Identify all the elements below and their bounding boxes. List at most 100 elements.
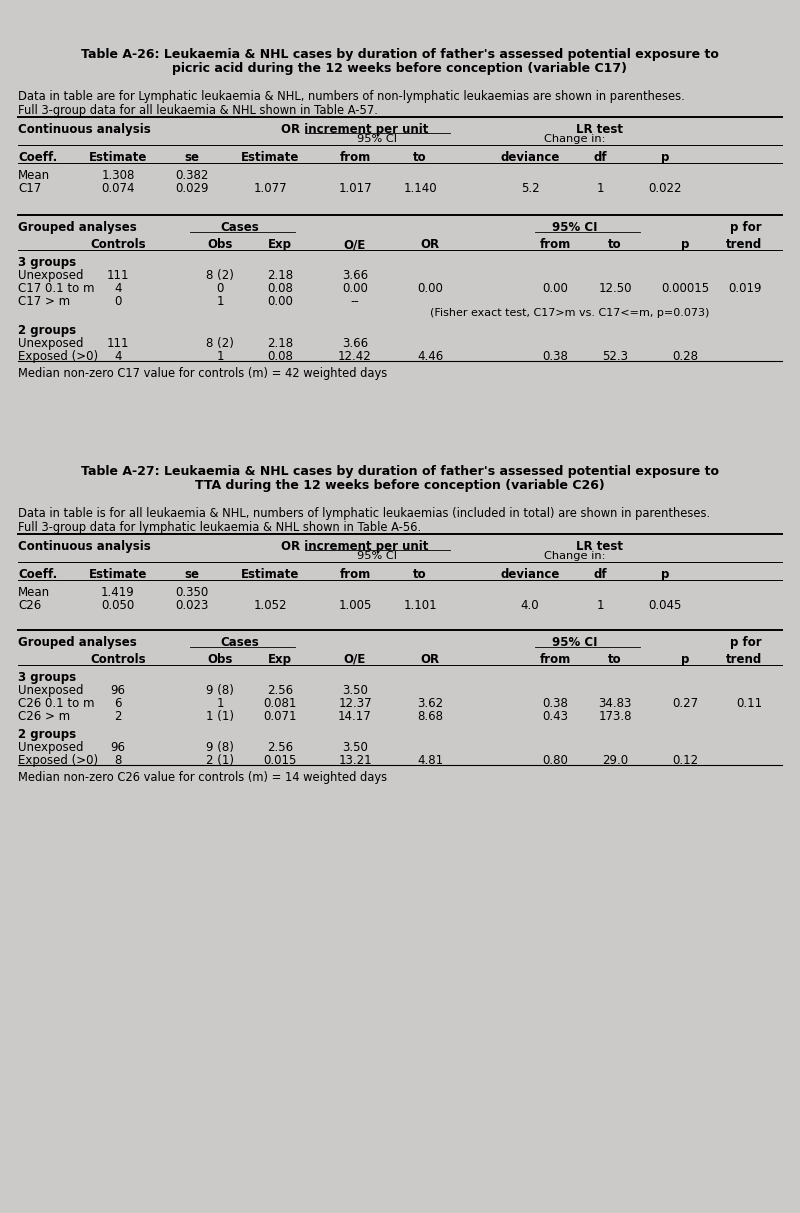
Text: 111: 111 xyxy=(106,269,130,281)
Text: 13.21: 13.21 xyxy=(338,754,372,767)
Text: Full 3-group data for all leukaemia & NHL shown in Table A-57.: Full 3-group data for all leukaemia & NH… xyxy=(18,104,378,116)
Text: 96: 96 xyxy=(110,741,126,754)
Text: 3 groups: 3 groups xyxy=(18,671,76,684)
Text: Continuous analysis: Continuous analysis xyxy=(18,540,150,553)
Text: 111: 111 xyxy=(106,337,130,351)
Text: 0.00: 0.00 xyxy=(267,295,293,308)
Text: Table A-27: Leukaemia & NHL cases by duration of father's assessed potential exp: Table A-27: Leukaemia & NHL cases by dur… xyxy=(81,465,719,478)
Text: 0.00: 0.00 xyxy=(542,281,568,295)
Text: 2 groups: 2 groups xyxy=(18,728,76,741)
Text: --: -- xyxy=(350,295,359,308)
Text: OR increment per unit: OR increment per unit xyxy=(282,540,429,553)
Text: 0.00015: 0.00015 xyxy=(661,281,709,295)
Text: C17 0.1 to m: C17 0.1 to m xyxy=(18,281,94,295)
Text: Obs: Obs xyxy=(207,653,233,666)
Text: 4: 4 xyxy=(114,351,122,363)
Text: Data in table are for Lymphatic leukaemia & NHL, numbers of non-lymphatic leukae: Data in table are for Lymphatic leukaemi… xyxy=(18,90,685,103)
Text: (Fisher exact test, C17>m vs. C17<=m, p=0.073): (Fisher exact test, C17>m vs. C17<=m, p=… xyxy=(430,308,710,318)
Text: O/E: O/E xyxy=(344,238,366,251)
Text: from: from xyxy=(539,238,570,251)
Text: Coeff.: Coeff. xyxy=(18,568,58,581)
Text: 52.3: 52.3 xyxy=(602,351,628,363)
Text: 1.077: 1.077 xyxy=(253,182,287,195)
Text: Obs: Obs xyxy=(207,238,233,251)
Text: se: se xyxy=(185,568,199,581)
Text: 0: 0 xyxy=(216,281,224,295)
Text: 95% CI: 95% CI xyxy=(357,133,397,144)
Text: C17 > m: C17 > m xyxy=(18,295,70,308)
Text: 8 (2): 8 (2) xyxy=(206,337,234,351)
Text: Median non-zero C26 value for controls (m) = 14 weighted days: Median non-zero C26 value for controls (… xyxy=(18,771,387,784)
Text: Controls: Controls xyxy=(90,238,146,251)
Text: 4.0: 4.0 xyxy=(521,599,539,613)
Text: Unexposed: Unexposed xyxy=(18,741,83,754)
Text: 1.308: 1.308 xyxy=(102,169,134,182)
Text: p for: p for xyxy=(730,636,762,649)
Text: Data in table is for all leukaemia & NHL, numbers of lymphatic leukaemias (inclu: Data in table is for all leukaemia & NHL… xyxy=(18,507,710,520)
Text: from: from xyxy=(339,150,370,164)
Text: 0.074: 0.074 xyxy=(102,182,134,195)
Text: 12.50: 12.50 xyxy=(598,281,632,295)
Text: Estimate: Estimate xyxy=(241,568,299,581)
Text: Mean: Mean xyxy=(18,169,50,182)
Text: 14.17: 14.17 xyxy=(338,710,372,723)
Text: 1.101: 1.101 xyxy=(403,599,437,613)
Text: Continuous analysis: Continuous analysis xyxy=(18,123,150,136)
Text: 1.005: 1.005 xyxy=(338,599,372,613)
Text: 0.28: 0.28 xyxy=(672,351,698,363)
Text: picric acid during the 12 weeks before conception (variable C17): picric acid during the 12 weeks before c… xyxy=(173,62,627,75)
Text: 1: 1 xyxy=(596,599,604,613)
Text: C26 > m: C26 > m xyxy=(18,710,70,723)
Text: Unexposed: Unexposed xyxy=(18,337,83,351)
Text: 2.18: 2.18 xyxy=(267,269,293,281)
Text: 0.38: 0.38 xyxy=(542,351,568,363)
Text: 1: 1 xyxy=(216,697,224,710)
Text: df: df xyxy=(593,150,607,164)
Text: 0.80: 0.80 xyxy=(542,754,568,767)
Text: C26 0.1 to m: C26 0.1 to m xyxy=(18,697,94,710)
Text: 4.81: 4.81 xyxy=(417,754,443,767)
Text: OR increment per unit: OR increment per unit xyxy=(282,123,429,136)
Text: 3.66: 3.66 xyxy=(342,337,368,351)
Text: Cases: Cases xyxy=(221,221,259,234)
Text: 0.08: 0.08 xyxy=(267,281,293,295)
Text: 0.019: 0.019 xyxy=(729,281,762,295)
Text: 2.18: 2.18 xyxy=(267,337,293,351)
Text: 1.419: 1.419 xyxy=(101,586,135,599)
Text: 0.023: 0.023 xyxy=(175,599,209,613)
Text: 34.83: 34.83 xyxy=(598,697,632,710)
Text: 8.68: 8.68 xyxy=(417,710,443,723)
Text: 3.62: 3.62 xyxy=(417,697,443,710)
Text: Exp: Exp xyxy=(268,238,292,251)
Text: Coeff.: Coeff. xyxy=(18,150,58,164)
Text: Estimate: Estimate xyxy=(89,150,147,164)
Text: se: se xyxy=(185,150,199,164)
Text: 8 (2): 8 (2) xyxy=(206,269,234,281)
Text: 1 (1): 1 (1) xyxy=(206,710,234,723)
Text: 0.38: 0.38 xyxy=(542,697,568,710)
Text: Full 3-group data for lymphatic leukaemia & NHL shown in Table A-56.: Full 3-group data for lymphatic leukaemi… xyxy=(18,522,421,534)
Text: to: to xyxy=(413,568,427,581)
Text: Unexposed: Unexposed xyxy=(18,684,83,697)
Text: 0.071: 0.071 xyxy=(263,710,297,723)
Text: Controls: Controls xyxy=(90,653,146,666)
Text: 0.00: 0.00 xyxy=(417,281,443,295)
Text: 9 (8): 9 (8) xyxy=(206,741,234,754)
Text: 3.66: 3.66 xyxy=(342,269,368,281)
Text: 0.022: 0.022 xyxy=(648,182,682,195)
Text: 0.27: 0.27 xyxy=(672,697,698,710)
Text: 2: 2 xyxy=(114,710,122,723)
Text: Grouped analyses: Grouped analyses xyxy=(18,636,137,649)
Text: Exposed (>0): Exposed (>0) xyxy=(18,754,98,767)
Text: to: to xyxy=(608,653,622,666)
Text: 5.2: 5.2 xyxy=(521,182,539,195)
Text: 0.081: 0.081 xyxy=(263,697,297,710)
Text: 0.050: 0.050 xyxy=(102,599,134,613)
Text: 1.017: 1.017 xyxy=(338,182,372,195)
Text: Estimate: Estimate xyxy=(241,150,299,164)
Text: 96: 96 xyxy=(110,684,126,697)
Text: 4.46: 4.46 xyxy=(417,351,443,363)
Text: TTA during the 12 weeks before conception (variable C26): TTA during the 12 weeks before conceptio… xyxy=(195,479,605,492)
Text: 0.08: 0.08 xyxy=(267,351,293,363)
Text: p: p xyxy=(681,238,689,251)
